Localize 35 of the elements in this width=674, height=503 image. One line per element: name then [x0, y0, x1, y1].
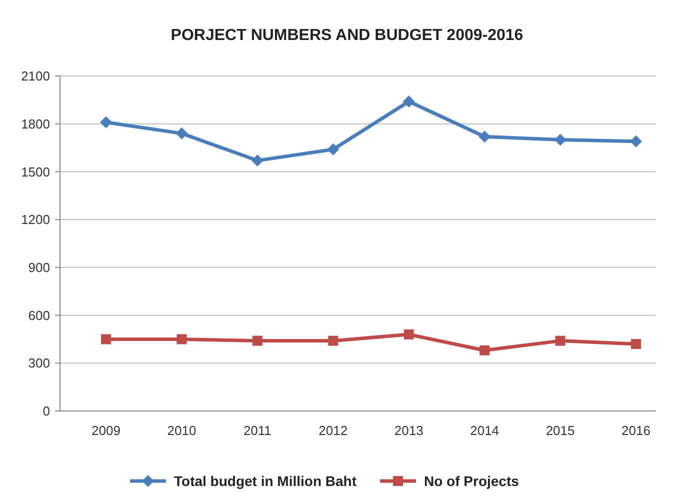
- x-tick-label: 2011: [243, 423, 272, 438]
- point: [176, 127, 188, 140]
- point: [555, 336, 566, 346]
- y-tick-label: 1200: [21, 212, 50, 228]
- point: [631, 339, 641, 349]
- x-tick-label: 2015: [546, 423, 575, 438]
- point: [252, 336, 262, 346]
- point: [100, 116, 112, 128]
- x-tick-label: 2010: [167, 423, 196, 438]
- legend-label: No of Projects: [424, 472, 520, 489]
- x-tick-label: 2012: [318, 423, 348, 438]
- point: [327, 143, 340, 156]
- y-tick-label: 900: [28, 260, 50, 275]
- y-tick-label: 1500: [21, 164, 50, 180]
- point: [630, 135, 642, 148]
- legend-label: Total budget in Million Baht: [174, 472, 357, 489]
- x-tick-label: 2013: [394, 423, 424, 438]
- point: [101, 334, 111, 344]
- point: [478, 130, 491, 143]
- point: [480, 345, 490, 356]
- y-tick-label: 2100: [21, 68, 50, 84]
- point: [402, 96, 415, 108]
- x-tick-label: 2014: [470, 423, 500, 438]
- y-tick-label: 600: [28, 308, 50, 323]
- point: [404, 329, 414, 340]
- x-tick-label: 2009: [92, 423, 120, 438]
- y-tick-label: 300: [28, 356, 50, 371]
- point: [554, 134, 566, 146]
- point: [176, 334, 187, 344]
- x-tick-label: 2016: [622, 423, 650, 438]
- y-tick-label: 0: [42, 404, 50, 419]
- y-tick-label: 1800: [21, 116, 50, 132]
- point: [328, 336, 338, 346]
- point: [251, 154, 264, 167]
- chart-title: PORJECT NUMBERS AND BUDGET 2009-2016: [170, 27, 524, 44]
